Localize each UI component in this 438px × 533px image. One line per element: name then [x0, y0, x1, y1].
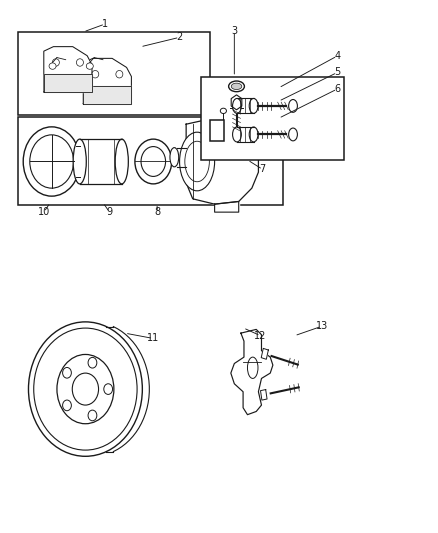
Text: 6: 6 — [334, 84, 340, 94]
Ellipse shape — [30, 135, 74, 188]
Text: 10: 10 — [38, 207, 50, 217]
Ellipse shape — [49, 63, 56, 69]
Ellipse shape — [63, 400, 71, 411]
Ellipse shape — [231, 83, 242, 90]
Ellipse shape — [247, 357, 258, 378]
Polygon shape — [231, 329, 273, 415]
Text: 4: 4 — [334, 51, 340, 61]
Ellipse shape — [180, 132, 215, 191]
Ellipse shape — [116, 70, 123, 78]
Ellipse shape — [88, 358, 97, 368]
Bar — [237, 127, 254, 142]
Ellipse shape — [170, 148, 179, 167]
Text: 5: 5 — [334, 68, 340, 77]
Text: 11: 11 — [147, 334, 159, 343]
Polygon shape — [83, 59, 131, 103]
Ellipse shape — [141, 147, 166, 176]
Polygon shape — [215, 111, 239, 122]
Ellipse shape — [229, 81, 244, 92]
Ellipse shape — [135, 139, 172, 184]
Ellipse shape — [233, 127, 241, 142]
Ellipse shape — [72, 373, 99, 405]
Ellipse shape — [53, 59, 59, 66]
Ellipse shape — [63, 367, 71, 378]
Text: 9: 9 — [106, 207, 113, 217]
Ellipse shape — [233, 99, 241, 114]
Ellipse shape — [249, 99, 258, 114]
Polygon shape — [44, 74, 92, 92]
Ellipse shape — [34, 328, 137, 450]
Polygon shape — [261, 349, 268, 359]
Ellipse shape — [289, 128, 297, 141]
Bar — [18, 117, 283, 205]
Ellipse shape — [88, 410, 97, 421]
Ellipse shape — [249, 127, 258, 142]
Polygon shape — [215, 201, 239, 212]
Ellipse shape — [86, 63, 93, 69]
Text: 13: 13 — [316, 321, 328, 331]
Ellipse shape — [289, 100, 297, 112]
Ellipse shape — [73, 139, 86, 184]
Polygon shape — [83, 85, 131, 103]
Bar — [210, 120, 224, 141]
Polygon shape — [184, 119, 258, 204]
Text: 8: 8 — [155, 207, 161, 217]
Text: 1: 1 — [102, 19, 108, 29]
Text: 7: 7 — [260, 165, 266, 174]
Text: 2: 2 — [177, 33, 183, 42]
Ellipse shape — [92, 70, 99, 78]
Ellipse shape — [185, 141, 209, 182]
Bar — [237, 99, 254, 114]
Ellipse shape — [28, 322, 142, 456]
Text: 3: 3 — [231, 26, 237, 36]
Polygon shape — [231, 95, 242, 110]
Bar — [80, 139, 122, 184]
Text: 12: 12 — [254, 331, 267, 341]
Bar — [18, 32, 210, 115]
Ellipse shape — [104, 384, 113, 394]
Ellipse shape — [23, 127, 80, 196]
Bar — [201, 77, 344, 160]
Ellipse shape — [76, 59, 83, 66]
Polygon shape — [261, 390, 267, 400]
Ellipse shape — [57, 354, 114, 424]
Ellipse shape — [220, 108, 226, 114]
Polygon shape — [44, 47, 92, 92]
Ellipse shape — [115, 139, 128, 184]
